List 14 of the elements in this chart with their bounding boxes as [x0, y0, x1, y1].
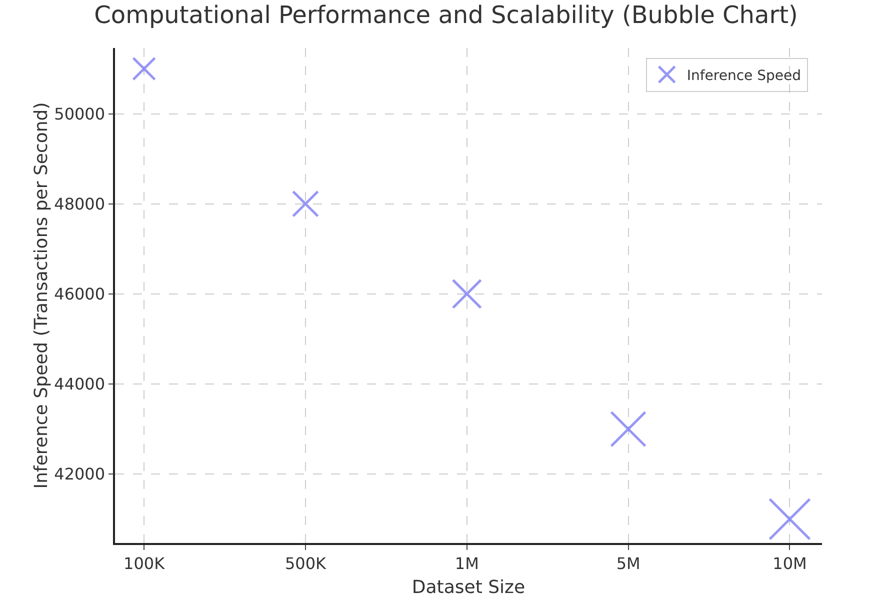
x-tick-label: 10M: [772, 554, 807, 573]
y-tick-label: 46000: [54, 284, 106, 304]
chart-title: Computational Performance and Scalability (Bubble Chart): [94, 0, 798, 29]
y-tick-label: 42000: [54, 464, 106, 484]
y-tick-label: 48000: [54, 194, 106, 214]
y-tick-label: 50000: [54, 104, 106, 124]
y-tick-label: 44000: [54, 374, 106, 394]
x-tick-label: 100K: [124, 554, 166, 573]
legend-label: Inference Speed: [686, 68, 801, 84]
x-tick-label: 5M: [616, 554, 640, 573]
x-tick-label: 1M: [454, 554, 479, 573]
x-tick-label: 500K: [284, 554, 326, 573]
y-axis-title: Inference Speed (Transactions per Second): [31, 102, 52, 489]
x-axis-title: Dataset Size: [412, 577, 526, 598]
